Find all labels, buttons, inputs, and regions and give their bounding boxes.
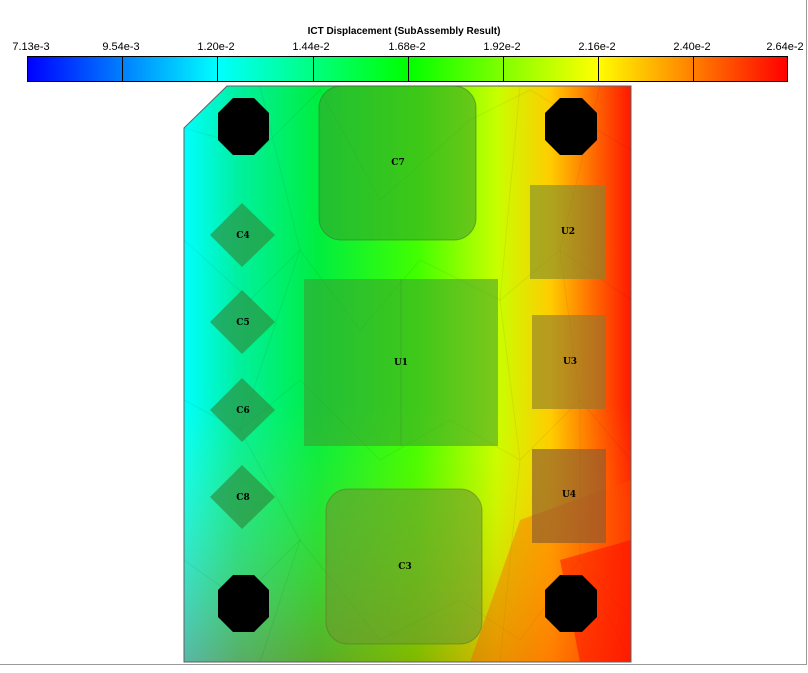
- component-c7: C7: [318, 85, 477, 241]
- component-c6: C6: [210, 378, 275, 442]
- legend-tick: 2.64e-2: [766, 41, 804, 53]
- component-label-c6: C6: [236, 406, 249, 416]
- component-u3: U3: [532, 315, 606, 409]
- component-u1: U1: [304, 279, 498, 446]
- mounting-hole-bottom-left: [218, 575, 269, 632]
- component-c3: C3: [325, 488, 483, 645]
- mounting-hole-top-right: [545, 98, 597, 155]
- component-label-c3: C3: [398, 562, 411, 572]
- plot-title: ICT Displacement (SubAssembly Result): [307, 26, 501, 37]
- component-label-u3: U3: [563, 357, 577, 367]
- component-label-c5: C5: [236, 318, 249, 328]
- component-u2: U2: [530, 185, 605, 279]
- legend-tick: 1.20e-2: [197, 41, 235, 53]
- legend-tick: 1.92e-2: [483, 41, 521, 53]
- component-c4: C4: [210, 203, 275, 267]
- legend-color-bar: [27, 56, 788, 82]
- legend-tick: 9.54e-3: [102, 41, 140, 53]
- legend-tick: 1.68e-2: [388, 41, 426, 53]
- component-c8: C8: [210, 465, 275, 529]
- mounting-hole-bottom-right: [545, 575, 597, 632]
- legend-tick: 2.40e-2: [673, 41, 711, 53]
- legend-tick: 7.13e-3: [12, 41, 50, 53]
- component-label-c8: C8: [236, 493, 249, 503]
- component-u4: U4: [532, 449, 606, 543]
- component-c5: C5: [210, 290, 275, 354]
- component-label-u4: U4: [562, 490, 576, 500]
- component-label-u1: U1: [394, 358, 408, 368]
- component-label-u2: U2: [561, 227, 575, 237]
- component-label-c4: C4: [236, 231, 249, 241]
- mounting-hole-top-left: [218, 98, 269, 155]
- legend-tick: 2.16e-2: [578, 41, 616, 53]
- legend-tick: 1.44e-2: [292, 41, 330, 53]
- component-label-c7: C7: [391, 158, 404, 168]
